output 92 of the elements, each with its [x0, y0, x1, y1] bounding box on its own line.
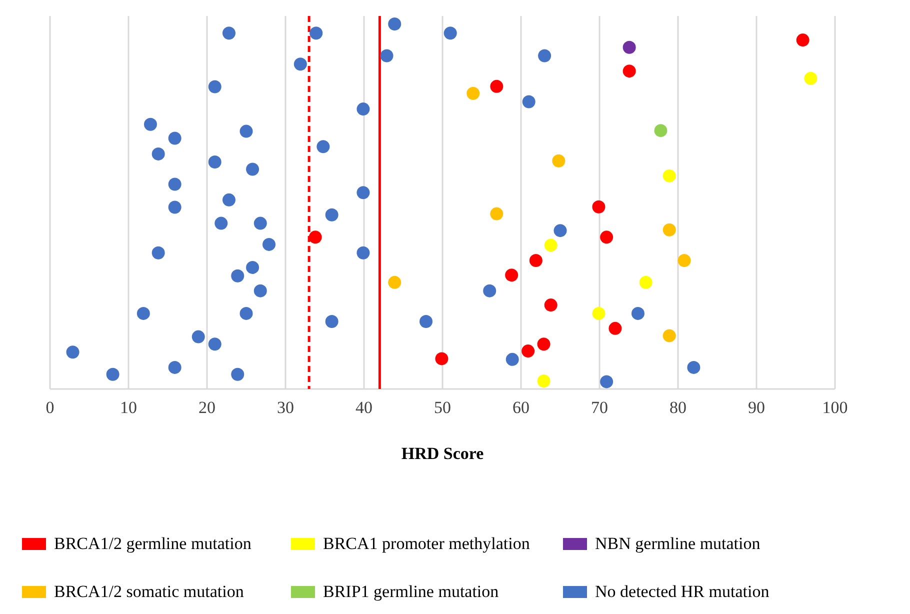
point: [544, 298, 558, 312]
point: [622, 64, 636, 78]
point: [435, 352, 448, 366]
x-tick-label: 20: [198, 398, 216, 417]
point: [600, 230, 614, 244]
point: [662, 169, 676, 182]
point: [168, 200, 182, 214]
point: [356, 246, 370, 260]
point: [490, 207, 504, 220]
point: [262, 238, 276, 251]
point: [592, 200, 606, 214]
point: [168, 178, 182, 191]
x-tick-label: 30: [277, 398, 294, 417]
point: [554, 224, 567, 238]
point: [152, 246, 165, 260]
point: [600, 375, 614, 388]
point: [192, 330, 205, 344]
point: [222, 193, 236, 206]
point: [310, 26, 323, 40]
x-tick-label: 90: [748, 398, 765, 417]
point: [506, 352, 519, 366]
point: [639, 276, 652, 289]
point: [168, 360, 182, 374]
point: [505, 268, 518, 282]
point: [420, 314, 433, 328]
point: [687, 360, 700, 374]
x-tick-label: 50: [434, 398, 451, 417]
point: [152, 147, 165, 160]
point: [231, 368, 244, 381]
point: [388, 18, 402, 30]
legend-label: BRIP1 germline mutation: [323, 582, 500, 601]
legend-label: No detected HR mutation: [595, 582, 770, 601]
point: [662, 329, 676, 342]
point: [356, 102, 370, 116]
point: [208, 338, 222, 351]
point: [208, 155, 222, 168]
point: [608, 322, 622, 335]
point: [325, 208, 338, 222]
point: [222, 26, 236, 40]
point: [444, 26, 457, 40]
point: [537, 374, 550, 388]
x-tick-label: 0: [46, 398, 54, 417]
point: [622, 40, 636, 54]
x-tick-label: 70: [591, 398, 608, 417]
point: [552, 154, 566, 168]
x-tick-label: 40: [356, 398, 372, 417]
x-tick-label: 80: [670, 398, 686, 417]
x-axis-title: HRD Score: [401, 444, 484, 463]
point: [490, 80, 504, 93]
point: [231, 269, 244, 282]
point: [592, 306, 606, 320]
point: [246, 260, 260, 274]
point: [522, 344, 535, 358]
point: [804, 72, 818, 85]
point: [66, 346, 80, 359]
point: [380, 49, 394, 62]
point: [538, 49, 552, 62]
point: [316, 140, 330, 154]
point: [662, 223, 676, 236]
legend-label: NBN germline mutation: [595, 534, 761, 553]
point: [654, 124, 668, 138]
x-tick-label: 60: [512, 398, 530, 417]
legend-label: BRCA1/2 somatic mutation: [54, 582, 244, 601]
point: [240, 124, 253, 138]
point: [631, 306, 644, 320]
point: [796, 34, 810, 47]
point: [529, 254, 542, 268]
point: [136, 306, 150, 320]
point: [544, 238, 558, 252]
point: [106, 368, 120, 381]
point: [294, 58, 307, 71]
legend-label: BRCA1/2 germline mutation: [54, 534, 252, 553]
x-tick-label: 100: [822, 398, 848, 417]
point: [254, 216, 267, 230]
point: [388, 276, 402, 289]
point: [522, 95, 536, 108]
point: [356, 186, 370, 200]
legend-label: BRCA1 promoter methylation: [323, 534, 530, 553]
point: [537, 338, 550, 351]
point: [254, 284, 267, 298]
point: [144, 118, 157, 131]
point: [483, 284, 496, 298]
point: [325, 314, 338, 328]
point: [240, 306, 253, 320]
point: [466, 86, 480, 100]
point: [214, 216, 228, 230]
point: [246, 162, 260, 176]
point: [168, 132, 182, 145]
point: [308, 230, 322, 244]
point: [208, 80, 222, 94]
x-tick-label: 10: [120, 398, 137, 417]
point: [678, 254, 691, 268]
